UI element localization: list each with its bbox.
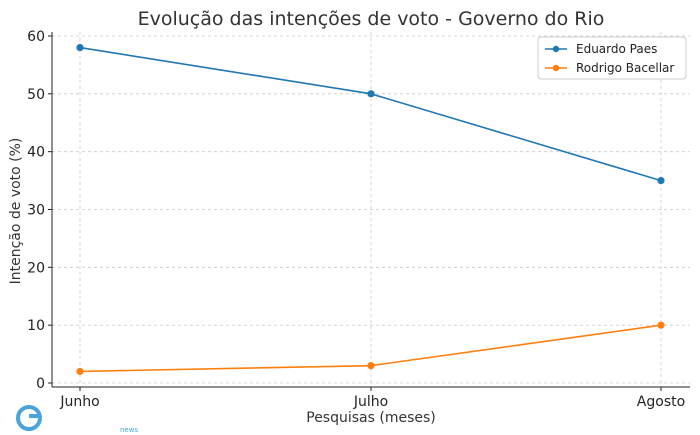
y-tick-label: 30 [27, 203, 45, 219]
logo-icon [16, 405, 42, 431]
y-axis-label: Intenção de voto (%) [8, 138, 24, 285]
y-tick-label: 40 [27, 145, 45, 161]
chart-title: Evolução das intenções de voto - Governo… [138, 8, 605, 30]
watermark-text: news [120, 426, 138, 434]
axes: 0 10 20 30 40 50 60 Junho Julho Agosto [27, 29, 690, 410]
legend: Eduardo Paes Rodrigo Bacellar [537, 36, 687, 80]
x-tick-label: Junho [59, 394, 99, 410]
data-point [367, 362, 375, 370]
x-tick-label: Julho [353, 394, 388, 410]
x-axis-label: Pesquisas (meses) [306, 410, 436, 426]
legend-box [537, 36, 687, 80]
legend-label: Eduardo Paes [576, 42, 657, 56]
series-layer [76, 43, 665, 376]
legend-swatch-marker [552, 64, 560, 72]
y-tick-label: 20 [27, 260, 45, 276]
watermark-logo: news [16, 405, 138, 434]
data-point [657, 321, 665, 329]
data-point [76, 43, 84, 52]
series-2 [76, 321, 665, 376]
y-tick-label: 10 [27, 318, 45, 334]
y-tick-label: 0 [36, 376, 45, 392]
data-point [76, 367, 84, 376]
x-tick-label: Agosto [637, 394, 685, 410]
legend-label: Rodrigo Bacellar [576, 61, 674, 75]
data-point [367, 90, 375, 98]
data-point [657, 176, 665, 185]
y-tick-label: 50 [27, 87, 45, 103]
legend-swatch-marker [552, 45, 560, 53]
y-tick-label: 60 [27, 29, 45, 45]
logo-icon-bar [29, 414, 39, 418]
series-1 [76, 43, 665, 185]
